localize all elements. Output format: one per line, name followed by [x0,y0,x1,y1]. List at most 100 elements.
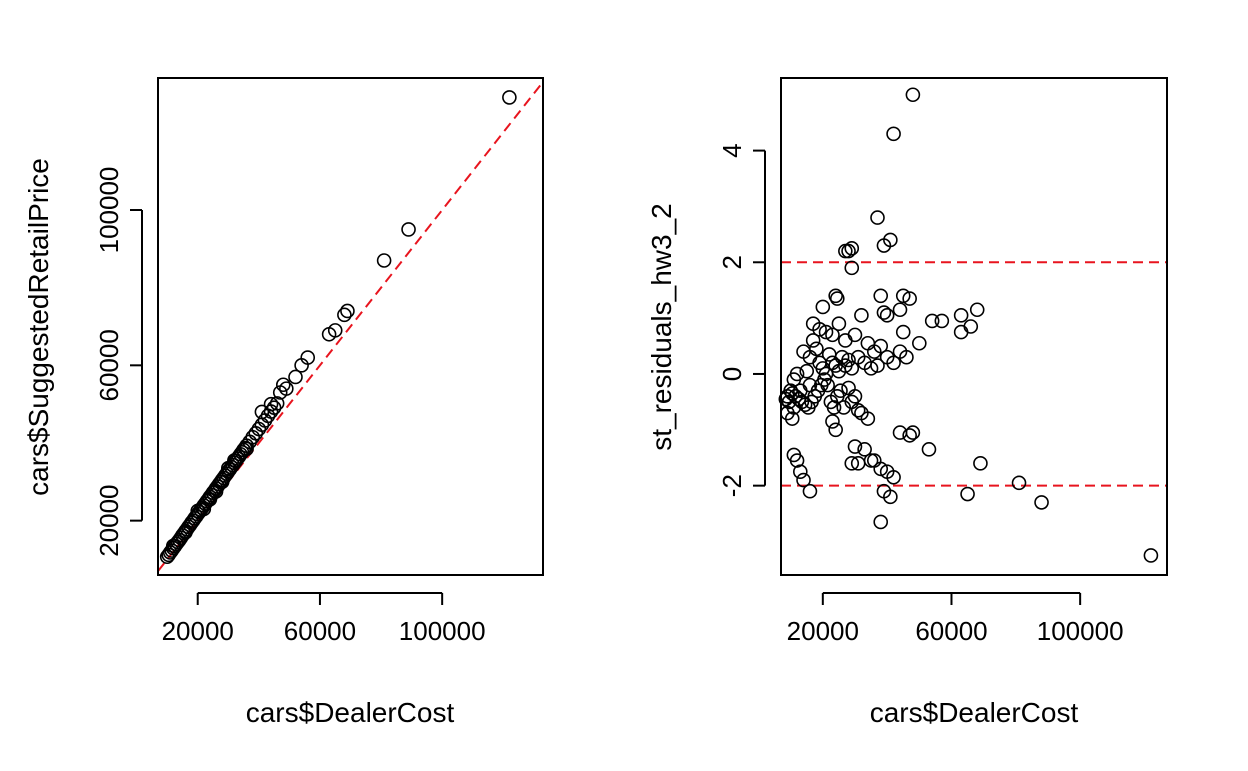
right-data-point [953,324,969,340]
right-data-point [886,355,901,371]
right-data-point [802,377,818,393]
left-y-axis: 20000 60000 100000 [94,167,143,557]
right-data-point [876,238,892,253]
left-points [159,90,517,565]
right-y-tick-label: -2 [717,474,747,497]
right-data-point [934,313,950,329]
right-plot-marks: 20000 60000 100000 -2 0 2 4 [717,87,1167,646]
right-data-point [820,377,835,393]
right-data-point [854,308,869,323]
right-data-point [802,483,818,499]
left-data-point [279,381,294,396]
left-y-tick-label: 20000 [94,484,124,556]
right-y-axis: -2 0 2 4 [717,143,766,497]
right-data-point [1143,548,1159,563]
left-y-axis-title: cars$SuggestedRetailPrice [23,158,54,496]
left-data-point [239,441,254,457]
right-x-axis-title: cars$DealerCost [870,697,1079,728]
left-data-point [269,396,285,411]
right-data-point [812,321,827,337]
right-points [778,87,1159,563]
right-y-axis-title: st_residuals_hw3_2 [646,203,677,451]
right-data-point [969,302,985,318]
right-data-point [886,469,901,485]
right-data-point [850,402,866,418]
right-data-point [973,456,988,471]
left-data-point [288,369,303,385]
right-data-point [838,358,853,373]
left-data-point [196,501,212,517]
left-data-point [275,377,291,393]
left-data-point [401,222,416,237]
right-plot-frame [780,77,1168,576]
right-data-point [863,361,879,376]
left-data-point [220,460,236,476]
left-data-point [208,484,224,499]
right-data-point [792,464,808,479]
right-data-point [879,308,895,323]
left-x-tick-label: 100000 [399,616,486,646]
right-data-point [870,358,885,373]
right-data-point [886,126,901,142]
right-data-point [847,327,863,343]
right-data-point [953,308,969,323]
right-data-point [833,383,848,399]
right-data-point [799,363,815,379]
left-x-tick-label: 60000 [284,616,356,646]
right-data-point [789,453,805,468]
right-data-point [892,302,908,318]
right-data-point [876,305,892,320]
left-data-point [502,90,517,105]
right-data-point [786,372,802,387]
left-y-tick-label: 100000 [94,167,124,254]
right-data-point [829,291,845,306]
right-data-point [960,486,975,502]
left-x-axis-title: cars$DealerCost [246,697,455,728]
left-plot-marks: 20000 60000 100000 20000 60000 100000 [94,81,543,646]
right-y-tick-label: 2 [717,255,747,269]
right-data-point [860,411,876,426]
right-data-point [873,461,889,477]
scatter-panel-left: 20000 60000 100000 20000 60000 100000 cars$De… [23,77,544,728]
right-y-tick-label: 4 [717,143,747,157]
right-x-tick-label: 100000 [1037,616,1124,646]
left-data-point [376,253,392,268]
right-data-point [873,514,889,530]
left-data-point [327,323,343,338]
right-data-point [924,313,940,329]
right-data-point [797,397,813,412]
right-data-point [905,425,921,440]
left-data-point [165,538,181,554]
right-data-point [905,87,921,103]
right-data-point [847,439,863,454]
right-data-point [844,241,860,256]
right-data-point [838,243,853,259]
left-data-point [254,404,270,420]
left-data-point [337,307,352,323]
right-data-point [873,288,889,304]
right-data-point [828,422,843,438]
left-y-tick-label: 60000 [94,329,124,401]
right-data-point [895,324,911,340]
right-data-point [921,442,937,457]
right-data-point [895,288,911,304]
right-y-tick-label: 0 [717,367,747,381]
right-data-point [805,333,821,348]
right-reference-lines [781,261,1167,487]
right-data-point [883,489,898,505]
right-data-point [796,472,811,488]
right-data-point [815,299,831,315]
right-data-point [825,414,840,429]
right-data-point [1011,475,1027,491]
left-x-tick-label: 20000 [162,616,234,646]
left-data-point [300,350,316,365]
right-data-point [870,210,885,225]
right-data-point [784,411,800,426]
right-data-point [844,260,860,276]
left-plot-frame [157,77,544,576]
right-data-point [1034,495,1049,510]
right-data-point [825,327,840,343]
right-data-point [902,291,917,306]
right-data-point [809,341,824,357]
left-data-point [340,303,355,319]
